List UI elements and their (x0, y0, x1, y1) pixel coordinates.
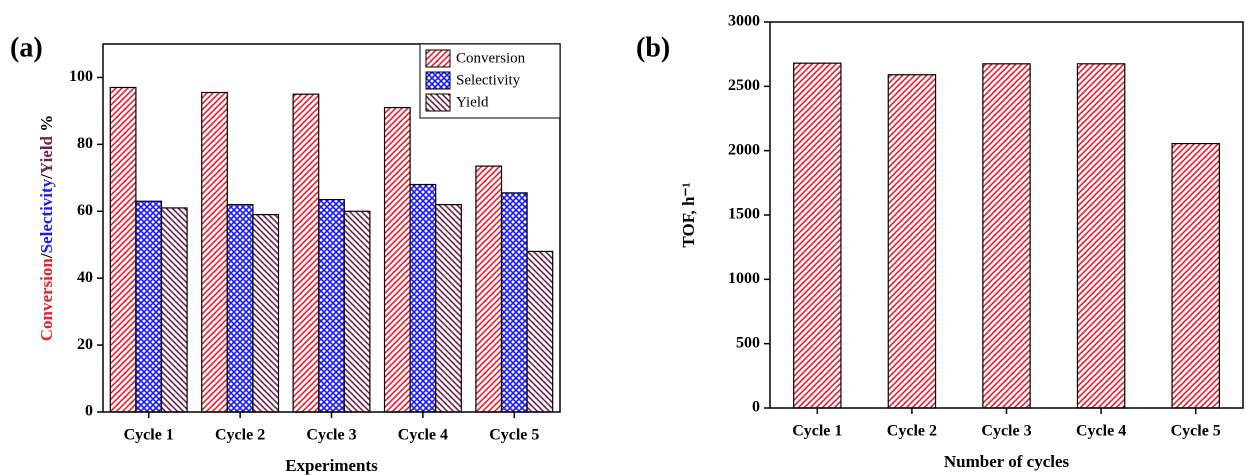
y-tick-label: 100 (69, 68, 93, 85)
y-tick-label: 0 (85, 403, 93, 420)
bar (526, 250, 554, 413)
y-axis-title-part: % (37, 115, 56, 136)
bar (292, 93, 320, 413)
bar (343, 210, 371, 413)
x-tick-label: Cycle 3 (981, 423, 1031, 440)
y-axis-title-part: Selectivity (37, 178, 56, 253)
legend-label: Conversion (456, 50, 526, 66)
x-tick-label: Cycle 2 (215, 427, 265, 444)
bar (887, 74, 937, 409)
y-tick-label: 20 (77, 336, 93, 353)
legend-label: Selectivity (456, 72, 521, 88)
bar (793, 62, 842, 409)
x-tick-label: Cycle 1 (792, 423, 842, 440)
y-tick-label: 60 (77, 202, 93, 219)
bar (135, 200, 163, 413)
bar (500, 192, 528, 413)
x-tick-label: Cycle 1 (124, 427, 174, 444)
x-tick-label: Cycle 5 (1171, 423, 1221, 440)
y-axis-title-part: Yield (37, 135, 56, 174)
y-axis-title-part: Conversion (37, 258, 56, 342)
y-tick-label: 3000 (728, 13, 760, 30)
x-tick-label: Cycle 2 (887, 423, 937, 440)
bar (160, 207, 188, 413)
bar (982, 63, 1031, 409)
y-axis-title: Conversion/Selectivity/Yield % (37, 115, 56, 342)
legend-swatch (425, 71, 451, 90)
y-tick-label: 500 (736, 334, 760, 351)
x-axis-title: Number of cycles (944, 452, 1070, 471)
y-axis-title: TOF, h⁻¹ (679, 182, 698, 247)
bar (475, 165, 503, 413)
bar (435, 203, 462, 413)
y-tick-label: 0 (752, 399, 760, 416)
x-tick-label: Cycle 5 (489, 427, 539, 444)
y-axis-title-part: / (37, 253, 56, 259)
bar (201, 91, 228, 413)
y-tick-label: 40 (77, 269, 93, 286)
x-axis-title: Experiments (285, 456, 378, 475)
bar (318, 198, 345, 413)
bar (226, 203, 254, 413)
bar (1076, 63, 1126, 409)
y-tick-label: 1500 (728, 206, 760, 223)
legend-swatch (425, 93, 451, 112)
bar (109, 86, 137, 413)
y-tick-label: 1000 (728, 270, 760, 287)
y-axis-title-part: / (37, 174, 56, 180)
bar (409, 183, 437, 413)
bar (383, 106, 411, 413)
y-tick-label: 2500 (728, 77, 760, 94)
bar (1171, 142, 1220, 409)
x-tick-label: Cycle 3 (306, 427, 356, 444)
y-tick-label: 2000 (728, 141, 760, 158)
x-tick-label: Cycle 4 (398, 427, 448, 444)
bar (252, 214, 280, 413)
x-tick-label: Cycle 4 (1076, 423, 1126, 440)
y-tick-label: 80 (77, 135, 93, 152)
panel-label: (a) (10, 32, 43, 63)
panel-label: (b) (636, 32, 670, 63)
legend-label: Yield (456, 94, 489, 110)
legend-swatch (425, 49, 451, 68)
